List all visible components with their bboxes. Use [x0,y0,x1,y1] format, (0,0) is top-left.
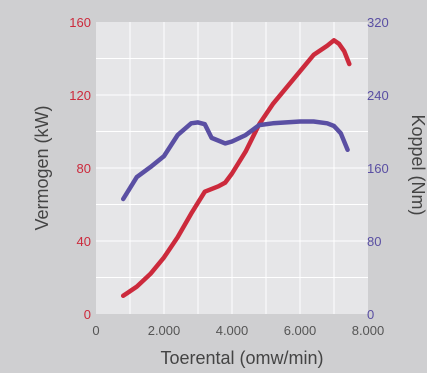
y-left-tick-label: 120 [69,88,91,103]
y-left-tick-label: 80 [77,161,91,176]
y-left-tick-label: 40 [77,234,91,249]
x-tick-label: 4.000 [216,323,249,338]
x-tick-label: 2.000 [148,323,181,338]
series-line-torque [120,119,350,202]
x-tick-label: 8.000 [352,323,385,338]
x-axis-title: Toerental (omw/min) [160,348,323,368]
y-right-tick-label: 160 [367,161,389,176]
grid [96,22,368,314]
y-right-tick-label: 80 [367,234,381,249]
x-tick-label: 6.000 [284,323,317,338]
series-layer [120,38,352,299]
y-right-axis-title: Koppel (Nm) [408,114,427,215]
y-left-tick-label: 0 [84,307,91,322]
series-line-power [120,38,352,299]
y-right-tick-label: 240 [367,88,389,103]
y-right-tick-label: 320 [367,15,389,30]
x-tick-label: 0 [92,323,99,338]
y-left-tick-label: 160 [69,15,91,30]
y-left-axis-title: Vermogen (kW) [32,105,52,230]
ticks: 0 2.000 4.000 6.000 8.0000408012016008016024… [69,15,388,338]
y-right-tick-label: 0 [367,307,374,322]
